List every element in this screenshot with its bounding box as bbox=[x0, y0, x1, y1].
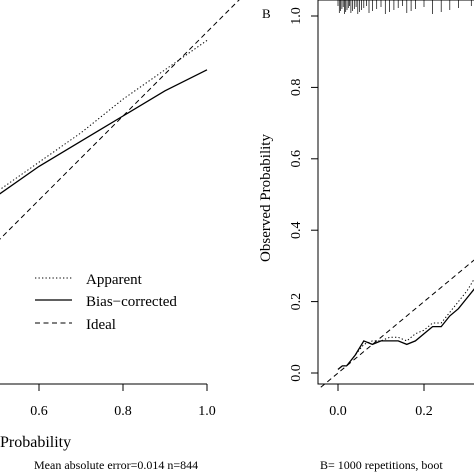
panel-a-x-tick-marks bbox=[38, 384, 208, 391]
panel-b-plot-lines bbox=[320, 259, 474, 388]
panel-b-y-tick-label: 1.0 bbox=[289, 7, 304, 25]
panel-b-y-tick-label: 0.8 bbox=[289, 79, 304, 97]
panel-b-plot-frame bbox=[317, 0, 474, 385]
legend-label-ideal: Ideal bbox=[86, 317, 116, 333]
panel-b-label: B bbox=[262, 6, 271, 21]
panel-a: 0.6 0.8 1.0 Probability Mean absolute er… bbox=[0, 0, 240, 472]
panel-a-x-tick-label: 1.0 bbox=[198, 404, 216, 419]
panel-a-series-ideal bbox=[0, 0, 240, 240]
legend-label-apparent: Apparent bbox=[86, 272, 143, 288]
panel-a-x-axis-label: Probability bbox=[0, 434, 71, 451]
panel-b-series-bias-corrected bbox=[337, 288, 474, 370]
panel-b-y-tick-label: 0.2 bbox=[289, 293, 304, 311]
panel-b-y-ticks: 0.0 0.2 0.4 0.6 0.8 1.0 bbox=[289, 7, 318, 382]
panel-a-footer: Mean absolute error=0.014 n=844 bbox=[34, 458, 198, 472]
panel-a-series-bias-corrected bbox=[0, 69, 208, 195]
panel-b-y-tick-label: 0.0 bbox=[289, 364, 304, 382]
panel-b: B 0.0 0.2 0.4 0.6 0.8 1.0 0.0 0.2 Observed Pr… bbox=[258, 0, 474, 472]
panel-b-rug bbox=[337, 0, 472, 14]
panel-b-x-tick-label: 0.2 bbox=[415, 404, 433, 419]
panel-b-y-tick-label: 0.4 bbox=[289, 221, 304, 239]
panel-a-legend: Apparent Bias−corrected Ideal bbox=[35, 272, 177, 333]
panel-b-footer: B= 1000 repetitions, boot bbox=[320, 458, 443, 472]
panel-b-x-tick-marks bbox=[337, 384, 425, 391]
panel-b-x-tick-label: 0.0 bbox=[329, 404, 347, 419]
panel-b-y-axis-label: Observed Probability bbox=[258, 134, 274, 262]
panel-a-plot-lines bbox=[0, 0, 240, 240]
panel-a-x-tick-label: 0.8 bbox=[114, 404, 132, 419]
legend-label-bias-corrected: Bias−corrected bbox=[86, 294, 177, 310]
panel-b-y-tick-label: 0.6 bbox=[289, 150, 304, 168]
panel-a-series-apparent bbox=[0, 39, 208, 191]
panel-a-x-tick-label: 0.6 bbox=[30, 404, 48, 419]
panel-b-series-apparent bbox=[337, 278, 474, 370]
panel-b-series-ideal bbox=[320, 259, 474, 388]
